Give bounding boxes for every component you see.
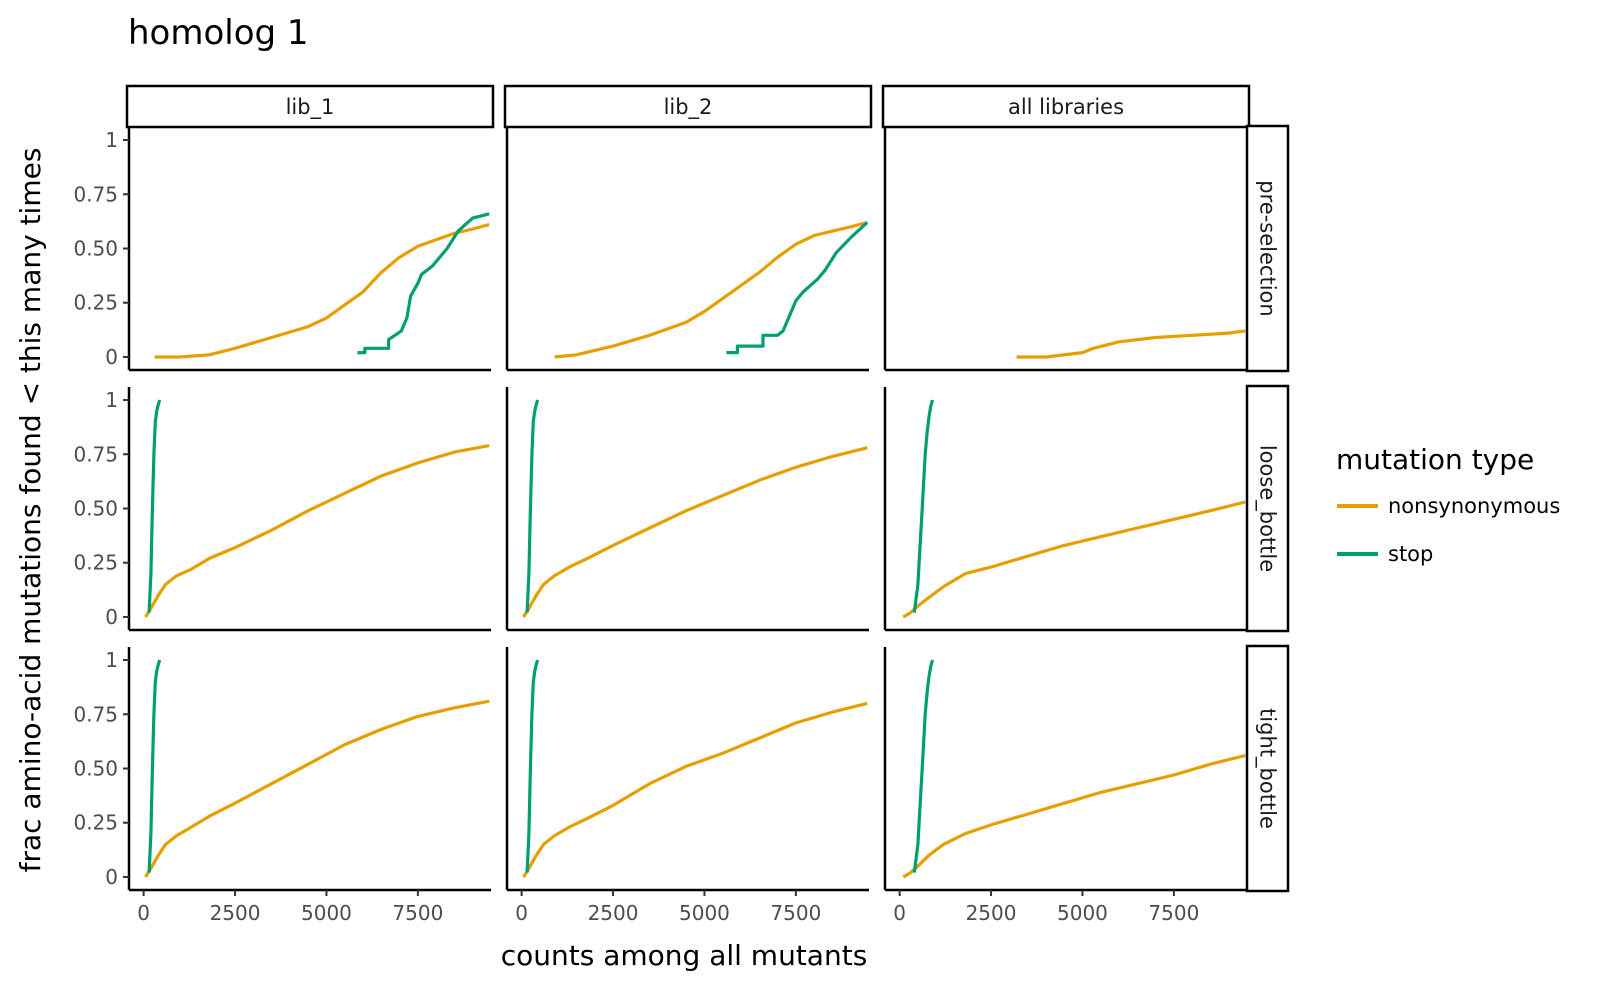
x-tick-label: 5000 [301, 901, 352, 925]
row-strip-loose-bottle: loose_bottle [1245, 384, 1290, 633]
series-line-nonsynonymous-tight-bottle-lib-2 [522, 701, 868, 878]
y-axis-title: frac amino-acid mutations found < this m… [14, 148, 47, 873]
legend: mutation type nonsynonymous stop [1336, 443, 1560, 566]
y-tick-label: 0 [105, 865, 118, 889]
series-line-stop-loose-bottle-all-libraries [912, 399, 935, 613]
strip-box [1245, 384, 1290, 633]
panel-grid: lib_1 lib_2 all libraries pre-selection loos… [73, 84, 1290, 925]
series-line-stop-pre-selection-lib-2 [726, 221, 869, 355]
panel-axes [505, 127, 869, 372]
column-strip-lib-2: lib_2 [503, 84, 873, 129]
x-tick-label: 0 [515, 901, 528, 925]
series-line-stop-pre-selection-lib-1 [357, 212, 490, 355]
strip-box [1245, 644, 1290, 893]
x-tick-label: 7500 [1148, 901, 1199, 925]
y-tick-label: 0.25 [73, 551, 118, 575]
legend-title: mutation type [1336, 443, 1534, 476]
x-tick-label: 5000 [1057, 901, 1108, 925]
strip-label: loose_bottle [1255, 445, 1280, 572]
y-tick-label: 1 [105, 128, 118, 152]
series-line-nonsynonymous-tight-bottle-all-libraries [902, 753, 1246, 879]
panel-axes [127, 127, 491, 372]
series-line-nonsynonymous-pre-selection-lib-2 [554, 220, 868, 359]
x-axis-title: counts among all mutants [501, 939, 868, 972]
legend-label-nonsynonymous: nonsynonymous [1388, 494, 1560, 518]
column-strip-lib-1: lib_1 [125, 84, 495, 129]
panel-axes [505, 647, 869, 892]
legend-label-stop: stop [1388, 542, 1433, 566]
strip-box [1245, 124, 1290, 373]
series-line-nonsynonymous-tight-bottle-lib-1 [144, 699, 490, 878]
series-line-nonsynonymous-loose-bottle-lib-2 [522, 446, 868, 618]
y-tick-label: 0.50 [73, 497, 118, 521]
strip-box [881, 84, 1251, 129]
x-tick-label: 2500 [966, 901, 1017, 925]
series-line-stop-loose-bottle-lib-1 [147, 399, 162, 613]
panel-axes [505, 387, 869, 632]
x-tick-label: 5000 [679, 901, 730, 925]
x-tick-label: 2500 [210, 901, 261, 925]
series-line-nonsynonymous-loose-bottle-all-libraries [902, 500, 1246, 619]
panel-axes [883, 387, 1247, 632]
x-tick-label: 7500 [392, 901, 443, 925]
series-line-nonsynonymous-loose-bottle-lib-1 [144, 444, 490, 618]
y-tick-label: 0.75 [73, 702, 118, 726]
y-tick-label: 1 [105, 648, 118, 672]
y-tick-label: 1 [105, 388, 118, 412]
panel-axes [883, 127, 1247, 372]
x-tick-label: 2500 [588, 901, 639, 925]
panel-axes [883, 647, 1247, 892]
strip-label: lib_1 [286, 95, 335, 120]
row-strip-pre-selection: pre-selection [1245, 124, 1290, 373]
x-tick-label: 0 [137, 901, 150, 925]
panel-axes [127, 647, 491, 892]
series-line-stop-loose-bottle-lib-2 [525, 399, 540, 613]
series-line-stop-tight-bottle-lib-2 [525, 659, 540, 873]
y-tick-label: 0.50 [73, 237, 118, 261]
series-line-stop-tight-bottle-lib-1 [147, 659, 162, 873]
series-line-stop-tight-bottle-all-libraries [912, 659, 935, 873]
strip-label: pre-selection [1256, 180, 1280, 316]
y-tick-label: 0.25 [73, 811, 118, 835]
y-tick-label: 0.50 [73, 757, 118, 781]
y-tick-label: 0.75 [73, 182, 118, 206]
strip-label: lib_2 [664, 95, 713, 120]
strip-box [125, 84, 495, 129]
series-line-nonsynonymous-pre-selection-all-libraries [1016, 329, 1246, 359]
series-line-nonsynonymous-pre-selection-lib-1 [154, 223, 490, 359]
strip-label: tight_bottle [1255, 708, 1280, 829]
y-tick-label: 0 [105, 345, 118, 369]
chart-title: homolog 1 [128, 13, 309, 53]
y-tick-label: 0 [105, 605, 118, 629]
strip-box [503, 84, 873, 129]
x-tick-label: 0 [893, 901, 906, 925]
strip-label: all libraries [1008, 95, 1124, 119]
y-tick-label: 0.75 [73, 442, 118, 466]
y-tick-label: 0.25 [73, 291, 118, 315]
x-tick-label: 7500 [770, 901, 821, 925]
column-strip-all-libraries: all libraries [881, 84, 1251, 129]
row-strip-tight-bottle: tight_bottle [1245, 644, 1290, 893]
